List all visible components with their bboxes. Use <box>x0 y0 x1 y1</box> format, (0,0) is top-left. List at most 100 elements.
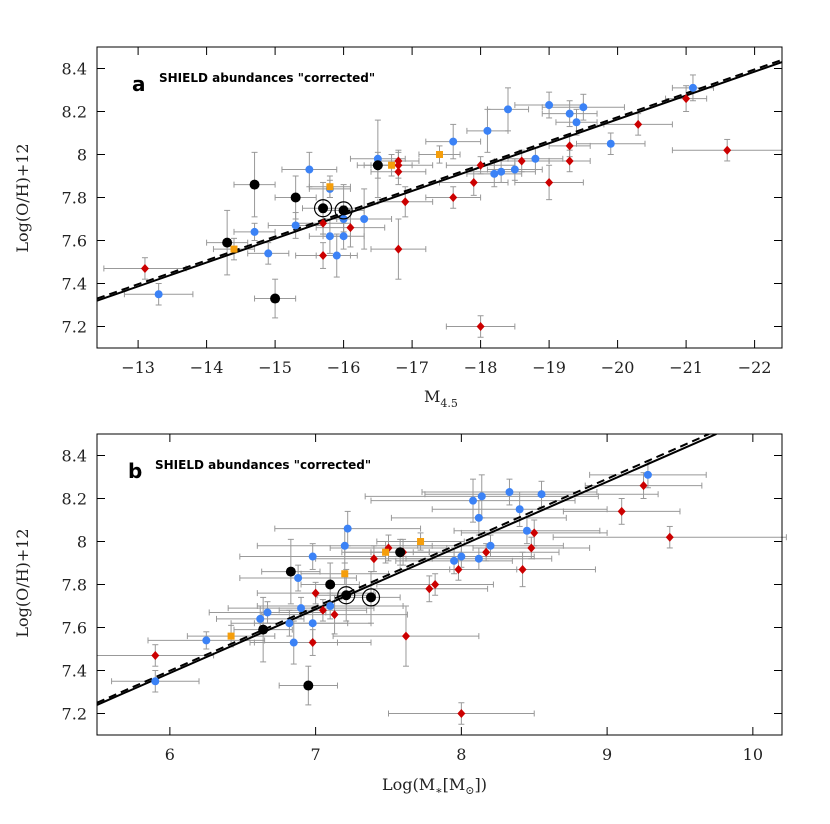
panel-b-ylabel: Log(O/H)+12 <box>13 528 32 637</box>
panel-a-blue-point <box>490 169 499 178</box>
panel-b-red-point <box>665 532 674 542</box>
panel-b-fit-lines <box>97 434 717 706</box>
panel-b-ringed-point <box>361 588 381 607</box>
panel-a-blue-point <box>572 118 581 127</box>
panel-a-blue-point <box>332 251 341 260</box>
panel-b-ytick-label: 7.2 <box>62 705 87 724</box>
panel-a-orange-point <box>230 245 238 253</box>
panel-b-blue-point <box>515 505 524 514</box>
panel-a-blue-point <box>291 221 300 230</box>
panel-a-tick-labels: −13 −14 −15 −16 −17 −18 −19 −20 −21 −22 7.2 7.4 7.6 7… <box>62 60 772 378</box>
panel-a-blue-point <box>360 215 369 223</box>
panel-a-letter: a <box>132 72 146 96</box>
panel-a: −13 −14 −15 −16 −17 −18 −19 −20 −21 −22 7.2 7.4 7.6 7… <box>13 46 783 410</box>
panel-a-blue-point <box>579 103 588 112</box>
panel-b-blue-point <box>202 636 211 645</box>
panel-a-blue-point <box>449 137 458 146</box>
panel-a-black-point <box>290 192 301 203</box>
panel-a-red-point <box>401 197 410 207</box>
panel-a-red-point <box>565 156 574 166</box>
panel-b-ytick-label: 8.4 <box>62 447 87 466</box>
panel-a-orange-point <box>388 161 396 169</box>
panel-a-ytick-label: 8 <box>77 146 87 165</box>
panel-b-black-point <box>366 592 376 603</box>
panel-a-xtick-label: −22 <box>738 358 772 377</box>
panel-b-xtick-label: 6 <box>165 745 175 764</box>
panel-b-red-point <box>311 588 320 598</box>
panel-b-blue-point <box>474 513 483 522</box>
panel-b-blue-point <box>537 490 546 499</box>
panel-a-blue-point <box>545 101 554 110</box>
panel-b-blue-point <box>151 677 160 686</box>
panel-a-red-point <box>682 94 691 104</box>
panel-b-ticks <box>97 434 782 735</box>
panel-a-blue-point <box>565 109 574 118</box>
panel-a-blue-point <box>510 165 519 174</box>
panel-a-black-point <box>318 203 329 214</box>
panel-b-fit-solid <box>97 434 717 706</box>
panel-a-ytick-label: 7.6 <box>62 232 87 251</box>
panel-a-blue-point <box>497 167 506 176</box>
panel-b-red-point <box>308 638 317 648</box>
panel-b-blue-point <box>308 552 317 561</box>
panel-a-xlabel: M4.5 <box>424 387 458 410</box>
panel-a-xtick-label: −18 <box>464 358 498 377</box>
panel-b-errorbars <box>96 461 787 725</box>
panel-b-red-point <box>518 564 527 574</box>
panel-b-red-point <box>369 554 378 564</box>
panel-a-xtick-label: −15 <box>258 358 292 377</box>
panel-b-red-point <box>330 610 339 620</box>
panel-b-xtick-label: 9 <box>602 745 612 764</box>
panel-b-blue-point <box>326 602 335 610</box>
panel-a-ticks <box>97 47 782 348</box>
panel-b-red-point <box>527 543 536 553</box>
panel-b-red-point <box>530 528 539 538</box>
panel-b-red-point <box>151 650 160 660</box>
panel-a-errorbars <box>103 74 783 338</box>
panel-b-blue-point <box>469 496 478 505</box>
panel-a-ytick-label: 7.4 <box>62 275 87 294</box>
panel-a-blue-point <box>483 126 492 135</box>
panel-a-ytick-label: 7.2 <box>62 318 87 337</box>
panel-b-markers <box>151 470 674 718</box>
panel-a-orange-point <box>436 151 443 158</box>
panel-a-blue-point <box>250 227 259 236</box>
panel-b-blue-point <box>340 541 349 550</box>
panel-b-blue-point <box>263 608 272 617</box>
panel-b-xlabel: Log(M∗[M⊙]) <box>382 775 487 797</box>
panel-a-red-point <box>565 141 574 151</box>
panel-b-ytick-label: 8.2 <box>62 490 87 509</box>
panel-b-tick-labels: 6 7 8 9 10 7.2 7.4 7.6 7.8 8 8.2 8.4 <box>62 447 763 765</box>
panel-b-blue-point <box>522 526 531 535</box>
panel-a-red-point <box>319 218 328 228</box>
panel-b-black-point <box>341 590 352 601</box>
panel-b-ytick-label: 8 <box>77 533 87 552</box>
panel-a-red-point <box>346 223 355 233</box>
panel-a-black-point <box>372 160 383 171</box>
panel-a-blue-point <box>504 105 512 114</box>
panel-b-red-point <box>318 605 327 615</box>
panel-a-xtick-label: −20 <box>601 358 635 377</box>
panel-a-red-point <box>394 156 403 166</box>
panel-a-red-point <box>723 145 732 155</box>
panel-b-black-point <box>325 579 336 590</box>
panel-a-blue-point <box>531 154 540 163</box>
panel-a-xtick-label: −16 <box>327 358 361 377</box>
panel-b-orange-point <box>341 570 349 578</box>
panel-b-red-point <box>431 580 440 589</box>
panel-b-black-point <box>285 566 296 577</box>
panel-b-red-point <box>639 481 648 491</box>
panel-a-ringed-point <box>313 199 333 218</box>
panel-b-red-point <box>425 584 434 594</box>
panel-b-letter: b <box>128 459 142 483</box>
panel-a-blue-point <box>305 165 314 174</box>
panel-b-blue-point <box>505 488 514 497</box>
panel-b-black-point <box>258 624 269 635</box>
panel-a-blue-point <box>325 232 334 241</box>
panel-b-xtick-label: 10 <box>743 745 763 764</box>
panel-b-title: SHIELD abundances "corrected" <box>155 458 371 472</box>
panel-b-ringed-point <box>337 586 356 605</box>
panel-a-black-point <box>270 293 281 304</box>
panel-b-xtick-label: 8 <box>456 745 466 764</box>
panel-b-blue-point <box>343 524 352 533</box>
